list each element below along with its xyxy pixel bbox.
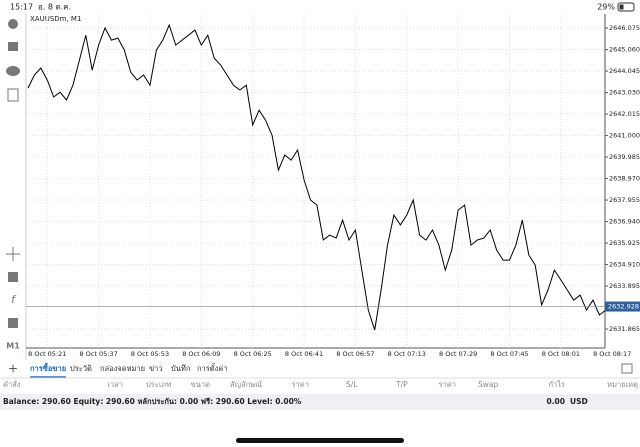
column-header: S/L	[346, 380, 358, 389]
price-line	[27, 23, 607, 331]
y-tick-label: 2639.985	[609, 153, 640, 161]
chart: 2646.075 2645.060 2644.045 2643.030 2642.015…	[26, 14, 640, 358]
x-tick-label: 8 Oct 08:17	[593, 350, 631, 358]
chart-title: XAUUSDm, M1	[30, 15, 81, 23]
tab[interactable]: กล่องจดหมาย	[100, 364, 145, 373]
y-tick-label: 2636.940	[609, 218, 640, 226]
tab[interactable]: การตั้งค่า	[197, 363, 228, 373]
x-tick-label: 8 Oct 05:53	[131, 350, 169, 358]
column-header: ราคา	[439, 380, 456, 389]
battery-level	[619, 4, 624, 10]
add-icon[interactable]	[7, 88, 19, 102]
balance-row	[0, 394, 640, 410]
tabs: การซื้อขาย ประวัติ กล่องจดหมาย ข่าว บันทึก กา…	[30, 362, 228, 378]
y-tick-label: 2631.865	[609, 325, 640, 333]
home-indicator	[236, 438, 404, 443]
chat-icon[interactable]	[6, 66, 20, 76]
y-tick-label: 2642.015	[609, 110, 640, 118]
column-header: หมายเหตุ	[607, 380, 638, 389]
tab-bar	[0, 360, 640, 378]
toolbar: f	[6, 19, 20, 328]
current-price-box	[605, 301, 640, 312]
y-tick-label: 2643.030	[609, 89, 640, 97]
column-header: ประเภท	[146, 380, 171, 389]
y-tick-label: 2634.910	[609, 261, 640, 269]
x-tick-label: 8 Oct 07:29	[439, 350, 477, 358]
account-icon[interactable]	[8, 19, 18, 29]
currency: USD	[570, 397, 588, 406]
x-tick-label: 8 Oct 07:45	[490, 350, 528, 358]
y-tick-label: 2633.895	[609, 282, 640, 290]
profit-total: 0.00	[546, 397, 565, 406]
crosshair-icon[interactable]	[6, 247, 20, 261]
current-price-label: 2632.928	[608, 303, 639, 311]
x-tick-label: 8 Oct 06:41	[285, 350, 323, 358]
column-header: ราคา	[292, 380, 309, 389]
x-tick-label: 8 Oct 06:57	[336, 350, 374, 358]
balance-text: Balance: 290.60 Equity: 290.60 หลักประกั…	[3, 397, 302, 406]
y-tick-label: 2637.955	[609, 196, 640, 204]
y-tick-label: 2645.060	[609, 46, 640, 54]
tab[interactable]: ประวัติ	[70, 364, 92, 373]
x-tick-label: 8 Oct 06:25	[234, 350, 272, 358]
column-header: T/P	[395, 380, 408, 389]
y-tick-label: 2641.000	[609, 132, 640, 140]
tab[interactable]: บันทึก	[171, 364, 190, 373]
trade-icon[interactable]	[8, 42, 18, 51]
tab[interactable]: ข่าว	[149, 364, 163, 373]
x-tick-label: 8 Oct 05:37	[79, 350, 117, 358]
x-tick-label: 8 Oct 06:09	[182, 350, 220, 358]
x-tick-label: 8 Oct 07:13	[388, 350, 426, 358]
column-header: คำสั่ง	[3, 379, 21, 389]
column-header: สัญลักษณ์	[230, 380, 262, 389]
status-battery: 29%	[597, 3, 615, 12]
column-header: เวลา	[107, 380, 123, 389]
function-icon[interactable]: f	[11, 293, 17, 306]
layout-button[interactable]	[621, 363, 633, 374]
x-tick-label: 8 Oct 08:01	[542, 350, 580, 358]
y-tick-label: 2638.970	[609, 175, 640, 183]
battery-icon	[617, 2, 635, 12]
y-tick-label: 2635.925	[609, 239, 640, 247]
objects-icon[interactable]	[8, 318, 18, 328]
status-date: อ. 8 ต.ค.	[38, 3, 71, 12]
column-header: กำไร	[548, 380, 565, 389]
y-tick-label: 2644.045	[609, 67, 640, 75]
status-time: 15:17	[10, 3, 33, 12]
y-tick-label: 2646.075	[609, 24, 640, 32]
column-headers: คำสั่ง เวลา ประเภท ขนาด สัญลักษณ์ ราคา S/L T/P ร…	[3, 379, 638, 389]
indicator-icon[interactable]	[8, 272, 18, 282]
column-header: Swap	[478, 380, 498, 389]
tab[interactable]: การซื้อขาย	[30, 362, 66, 373]
x-tick-label: 8 Oct 05:21	[28, 350, 66, 358]
add-button[interactable]: +	[8, 362, 18, 376]
column-header: ขนาด	[191, 380, 210, 389]
timeframe-button[interactable]: M1	[6, 342, 20, 351]
